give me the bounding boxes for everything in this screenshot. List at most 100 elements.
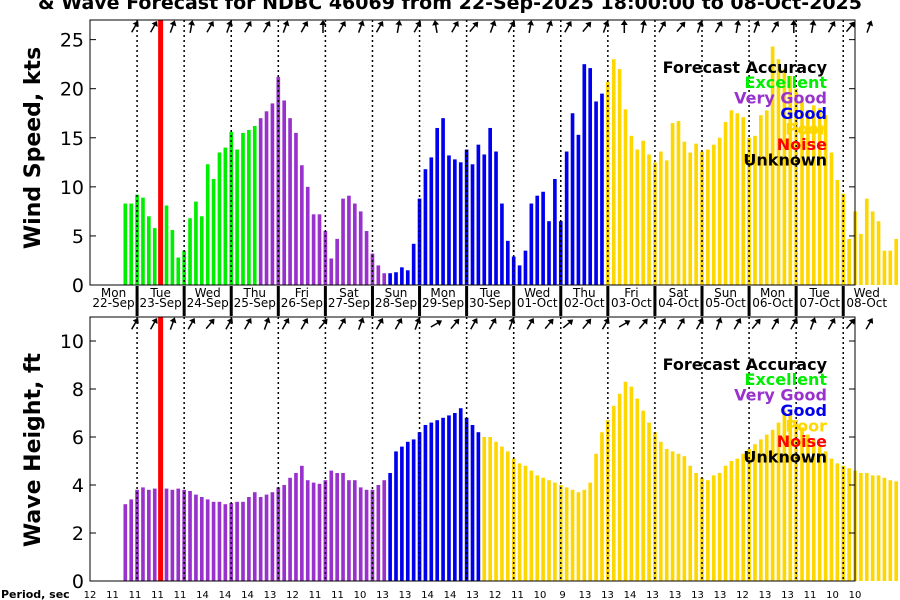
arrow-head [866,20,874,27]
wave-direction-arrow-icon [809,317,817,330]
wind-bar [247,129,251,285]
arrow-head [734,20,742,26]
wind-direction-arrow-icon [131,20,139,33]
arrow-head [753,20,761,27]
wave-direction-arrow-icon [430,319,443,328]
wind-bar [476,144,481,285]
wave-direction-arrow-icon [300,317,309,330]
arrow-head [414,317,422,324]
arrow-head [132,317,139,325]
wave-direction-arrow-icon [470,317,478,330]
wind-direction-arrow-icon [395,20,403,34]
wave-bar [252,492,257,581]
period-value: 11 [511,590,524,600]
wind-direction-arrow-icon [262,20,271,33]
wind-legend-item: Unknown [743,151,827,170]
wind-bar [429,157,434,285]
wave-direction-arrow-icon [562,319,574,329]
wind-bar [653,162,657,285]
wind-direction-arrow-icon [206,20,215,33]
wave-bar [817,446,822,581]
wave-direction-arrow-icon [658,317,667,330]
chart-title: & Wave Forecast for NDBC 46069 from 22-S… [38,0,862,14]
wave-bar [694,473,698,581]
wave-bar [759,439,763,581]
wave-bar [453,413,457,581]
day-date-label: 05-Oct [705,296,746,310]
wave-bar [382,480,387,581]
arrow-head [302,20,309,28]
arrow-head [829,317,836,325]
period-value: 10 [849,590,862,600]
wave-bar [782,410,787,581]
wind-bar [194,201,198,285]
wind-bar [717,137,722,285]
wind-direction-arrow-icon [676,21,686,33]
wind-direction-arrow-icon [527,20,534,34]
day-date-label: 23-Sep [140,296,182,310]
wind-bar [388,273,392,285]
wave-bar [800,427,804,581]
wave-bar [835,463,840,581]
wind-bar [470,164,475,285]
wave-bar [211,501,216,581]
period-value: 13 [264,590,277,600]
arrow-head [319,20,327,25]
arrow-head [208,318,215,325]
wave-bar [511,458,516,581]
wave-bar [300,465,304,581]
day-name-label: Mon [760,286,785,300]
period-value: 13 [601,590,614,600]
wind-bar [576,134,581,285]
wind-bar [641,140,645,285]
period-value: 12 [84,590,97,600]
wave-bar [370,489,375,581]
wave-bar [864,473,869,581]
wave-bar [588,482,593,581]
wave-bar [335,473,339,581]
wave-direction-arrow-icon [263,317,271,330]
wave-direction-arrow-icon [751,318,761,330]
wave-bar [870,475,875,581]
arrow-head [226,317,233,325]
day-date-label: 08-Oct [846,296,887,310]
wave-bar [500,446,504,581]
period-value: 11 [129,590,142,600]
wind-bar [199,216,204,285]
arrow-head [715,317,723,324]
wind-bar [570,113,575,286]
wave-bar [247,497,251,581]
arrow-head [697,317,704,325]
wind-bar [223,147,228,285]
wave-bar [876,475,881,581]
wind-direction-arrow-icon [827,20,836,33]
day-date-label: 04-Oct [658,296,699,310]
wave-bar [717,473,722,581]
wind-direction-arrow-icon [866,20,874,33]
wave-bar [729,461,734,581]
wind-bar [700,151,704,285]
wave-bar [447,415,451,581]
wave-y-tick-label: 0 [72,571,84,593]
wind-direction-arrow-icon [149,20,158,33]
wind-direction-arrow-icon [319,20,327,33]
arrow-head [508,317,516,324]
wave-bar [635,398,640,581]
wind-bar [847,238,851,285]
wave-legend-item: Very Good [734,386,827,405]
arrow-head [302,317,309,325]
wind-bar [894,238,899,285]
wind-direction-arrow-icon [413,20,422,33]
wind-bar [400,267,404,285]
wind-bar [258,118,263,286]
arrow-head [226,20,233,27]
wind-bar [776,59,781,286]
wind-bar [782,69,787,285]
wave-bar [429,422,434,581]
wave-direction-arrow-icon [131,317,139,330]
arrow-head [659,20,667,28]
wave-bar [394,451,398,581]
wind-bar [352,203,357,285]
arrow-head [567,319,574,326]
wind-y-axis-label: Wind Speed, kts [21,47,46,249]
